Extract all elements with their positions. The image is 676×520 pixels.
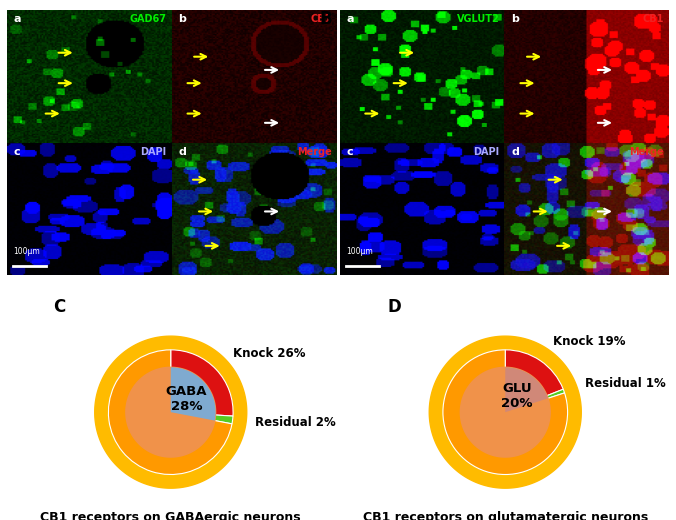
Text: C: C: [53, 298, 65, 316]
Polygon shape: [460, 367, 550, 457]
Wedge shape: [443, 350, 568, 475]
Wedge shape: [505, 389, 564, 412]
Text: B: B: [320, 10, 333, 29]
Text: Residual 2%: Residual 2%: [256, 417, 336, 430]
Text: GABA
28%: GABA 28%: [166, 385, 207, 413]
Wedge shape: [505, 367, 548, 412]
Polygon shape: [95, 336, 247, 488]
Text: D: D: [387, 298, 401, 316]
Text: Knock 19%: Knock 19%: [553, 335, 625, 348]
Text: CB1 receptors on GABAergic neurons: CB1 receptors on GABAergic neurons: [41, 511, 301, 520]
Wedge shape: [171, 412, 233, 424]
Text: CB1 receptors on glutamatergic neurons: CB1 receptors on glutamatergic neurons: [362, 511, 648, 520]
Text: Knock 26%: Knock 26%: [233, 347, 306, 360]
Wedge shape: [171, 350, 233, 416]
Wedge shape: [505, 350, 563, 412]
Polygon shape: [429, 336, 581, 488]
Wedge shape: [108, 350, 232, 475]
Text: Residual 1%: Residual 1%: [585, 377, 666, 390]
Polygon shape: [126, 367, 216, 457]
Text: GLU
20%: GLU 20%: [502, 382, 533, 410]
Wedge shape: [171, 367, 216, 421]
